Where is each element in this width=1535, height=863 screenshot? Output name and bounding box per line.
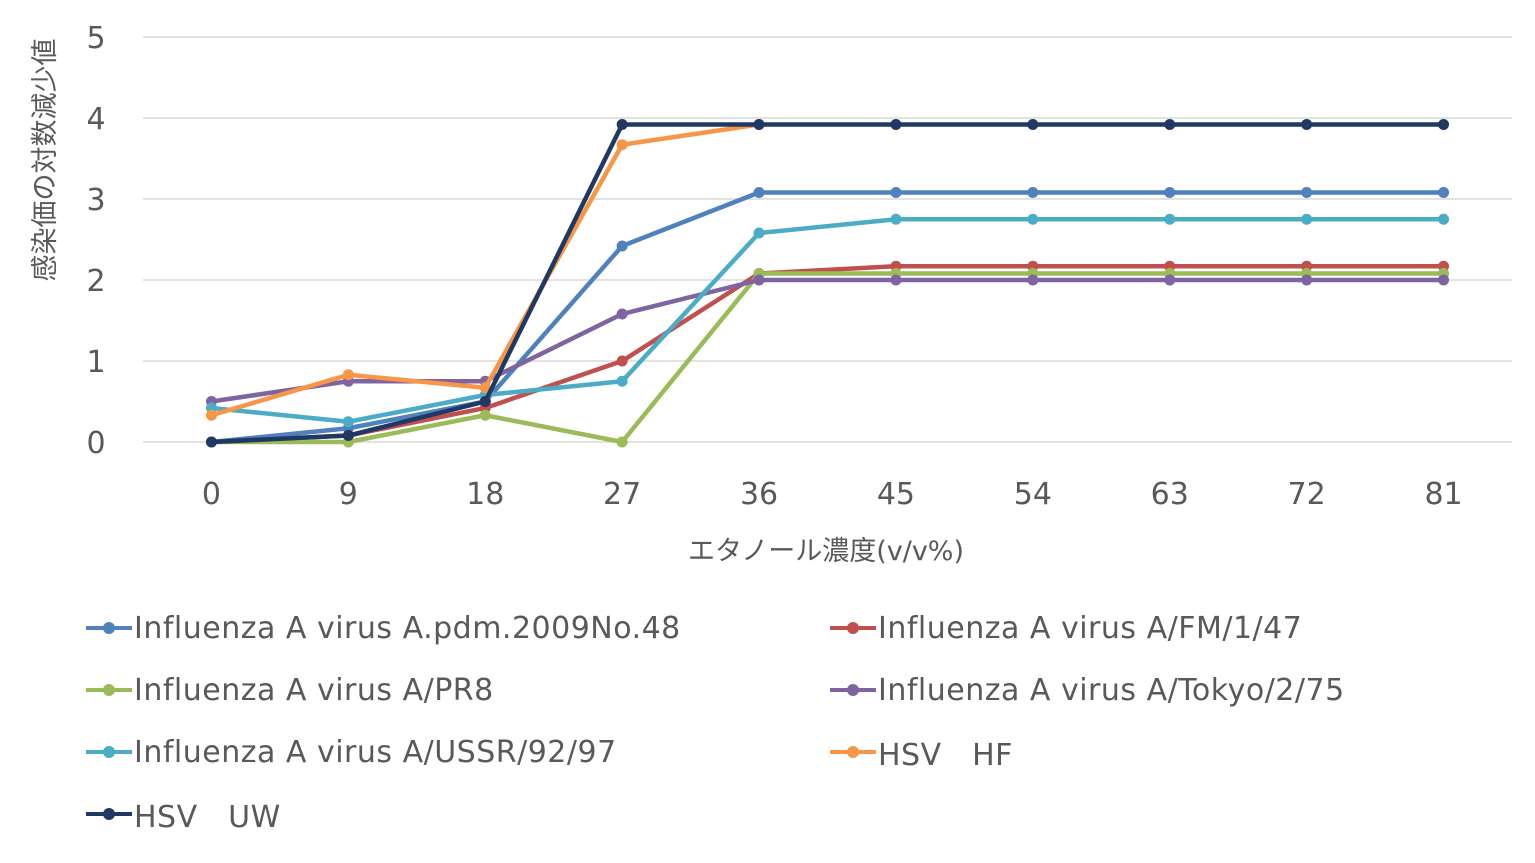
y-axis-ticks: 0 1 2 3 4 5 (86, 21, 105, 461)
x-axis-title: エタノール濃度(v/v%) (688, 536, 964, 567)
data-point (1164, 187, 1176, 199)
data-point (1301, 213, 1313, 225)
data-point (616, 118, 628, 130)
data-point (890, 118, 902, 130)
data-point (1301, 187, 1313, 199)
data-point (616, 308, 628, 320)
legend-swatch (86, 742, 132, 762)
data-point (479, 409, 491, 421)
legend-item: Influenza A virus A/USSR/92/97 (86, 732, 617, 772)
data-point (616, 139, 628, 151)
data-point (753, 227, 765, 239)
x-axis-ticks: 0 9 18 27 36 45 54 63 72 81 (202, 477, 1463, 512)
series-5 (205, 213, 1450, 428)
y-tick-label: 5 (86, 21, 105, 56)
legend-swatch (830, 742, 876, 762)
legend-label: Influenza A virus A/FM/1/47 (878, 610, 1303, 646)
legend-label: Influenza A virus A/Tokyo/2/75 (878, 672, 1345, 708)
data-point (1164, 118, 1176, 130)
x-tick-label: 45 (877, 477, 915, 512)
data-point (1438, 118, 1450, 130)
data-point (616, 375, 628, 387)
data-point (1027, 118, 1039, 130)
legend-item: Influenza A virus A/FM/1/47 (830, 608, 1302, 648)
data-point (753, 118, 765, 130)
series-line (209, 271, 1446, 445)
data-point (1027, 213, 1039, 225)
y-tick-label: 2 (86, 264, 105, 299)
data-point (616, 436, 628, 448)
data-point (479, 396, 491, 407)
y-tick-label: 3 (86, 183, 105, 218)
y-tick-label: 4 (86, 102, 105, 137)
series-line (209, 277, 1446, 404)
legend-swatch (86, 618, 132, 638)
series-6 (205, 118, 765, 421)
data-point (1027, 187, 1039, 199)
x-tick-label: 9 (339, 477, 358, 512)
x-tick-label: 18 (466, 477, 504, 512)
series-4 (205, 274, 1450, 407)
data-point (1301, 118, 1313, 130)
y-tick-label: 0 (86, 426, 105, 461)
data-point (1438, 187, 1450, 199)
legend-label: Influenza A virus A/PR8 (134, 672, 494, 708)
series-line (209, 263, 1446, 445)
y-axis-title: 感染価の対数減少値 (30, 39, 61, 282)
data-point (342, 430, 354, 442)
legend-item: Influenza A virus A/Tokyo/2/75 (830, 670, 1345, 710)
legend-item: HSV UW (86, 794, 281, 835)
data-point (1027, 274, 1039, 286)
data-point (753, 274, 765, 286)
legend-label: HSV UW (134, 800, 281, 835)
data-point (342, 369, 354, 381)
x-tick-label: 0 (202, 477, 221, 512)
series-line (209, 122, 1446, 445)
x-tick-label: 72 (1288, 477, 1326, 512)
data-point (479, 382, 491, 394)
legend-item: Influenza A virus A.pdm.2009No.48 (86, 608, 681, 648)
data-point (1164, 274, 1176, 286)
data-point (1301, 274, 1313, 286)
x-tick-label: 27 (603, 477, 641, 512)
x-tick-label: 63 (1151, 477, 1189, 512)
data-point (616, 240, 628, 252)
legend-swatch (830, 680, 876, 700)
data-point (1438, 213, 1450, 225)
legend-swatch (86, 680, 132, 700)
data-point (616, 355, 628, 367)
x-tick-label: 54 (1014, 477, 1052, 512)
data-point (1164, 213, 1176, 225)
series-line (209, 190, 1446, 445)
x-tick-label: 81 (1424, 477, 1462, 512)
legend-label: HSV HF (878, 738, 1013, 773)
data-point (890, 213, 902, 225)
legend-swatch (830, 618, 876, 638)
data-point (342, 416, 354, 428)
legend-item: HSV HF (830, 732, 1013, 773)
data-point (205, 409, 217, 421)
legend-item: Influenza A virus A/PR8 (86, 670, 494, 710)
data-point (753, 187, 765, 199)
y-tick-label: 1 (86, 345, 105, 380)
series-7 (205, 118, 1450, 448)
data-point (890, 187, 902, 199)
series-layer (205, 118, 1450, 448)
legend-label: Influenza A virus A.pdm.2009No.48 (134, 610, 681, 646)
legend-label: Influenza A virus A/USSR/92/97 (134, 734, 617, 770)
data-point (890, 274, 902, 286)
series-line (209, 217, 1446, 424)
data-point (1438, 274, 1450, 286)
data-point (205, 436, 217, 448)
x-tick-label: 36 (740, 477, 778, 512)
legend-swatch (86, 804, 132, 824)
